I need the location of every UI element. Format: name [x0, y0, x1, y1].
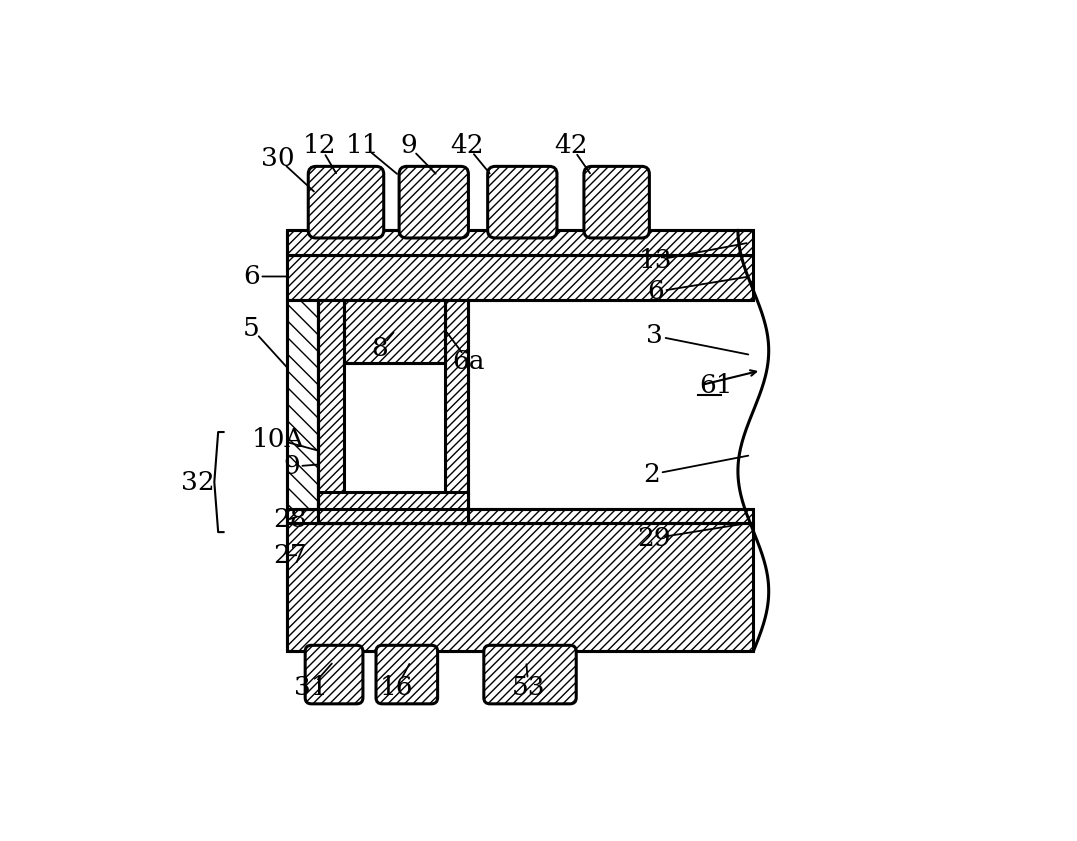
- Text: 29: 29: [638, 526, 671, 551]
- Text: 53: 53: [512, 675, 545, 701]
- Bar: [288, 255, 753, 299]
- FancyBboxPatch shape: [484, 645, 576, 704]
- Text: 31: 31: [294, 675, 327, 701]
- Bar: [288, 299, 319, 509]
- FancyBboxPatch shape: [400, 167, 468, 238]
- Text: 10A: 10A: [252, 427, 305, 452]
- FancyBboxPatch shape: [308, 167, 383, 238]
- FancyBboxPatch shape: [488, 167, 557, 238]
- Bar: [288, 523, 753, 652]
- Text: 3: 3: [646, 323, 663, 348]
- Text: 6: 6: [647, 279, 663, 304]
- FancyBboxPatch shape: [305, 645, 363, 704]
- Text: 9: 9: [400, 133, 417, 158]
- FancyBboxPatch shape: [376, 645, 437, 704]
- Text: 28: 28: [272, 506, 307, 532]
- Bar: [319, 299, 344, 523]
- Bar: [445, 299, 468, 523]
- Text: 13: 13: [639, 248, 672, 272]
- FancyBboxPatch shape: [584, 167, 649, 238]
- Text: 16: 16: [380, 675, 414, 701]
- Text: 8: 8: [372, 336, 388, 362]
- Text: 30: 30: [262, 146, 295, 172]
- Text: 11: 11: [346, 133, 380, 158]
- Text: 42: 42: [554, 133, 588, 158]
- Text: 5: 5: [243, 315, 260, 341]
- Bar: [288, 230, 753, 255]
- Text: 27: 27: [272, 542, 307, 568]
- Text: 9: 9: [283, 454, 299, 479]
- Bar: [288, 509, 753, 523]
- Text: 32: 32: [181, 469, 214, 495]
- Text: 61: 61: [699, 373, 733, 399]
- Text: 2: 2: [643, 462, 660, 487]
- Bar: [344, 299, 445, 362]
- Bar: [319, 492, 468, 523]
- Bar: [344, 362, 445, 492]
- Bar: [288, 299, 753, 509]
- Text: 42: 42: [450, 133, 484, 158]
- Text: 6a: 6a: [452, 349, 485, 373]
- Text: 12: 12: [303, 133, 337, 158]
- Text: 6: 6: [243, 264, 260, 289]
